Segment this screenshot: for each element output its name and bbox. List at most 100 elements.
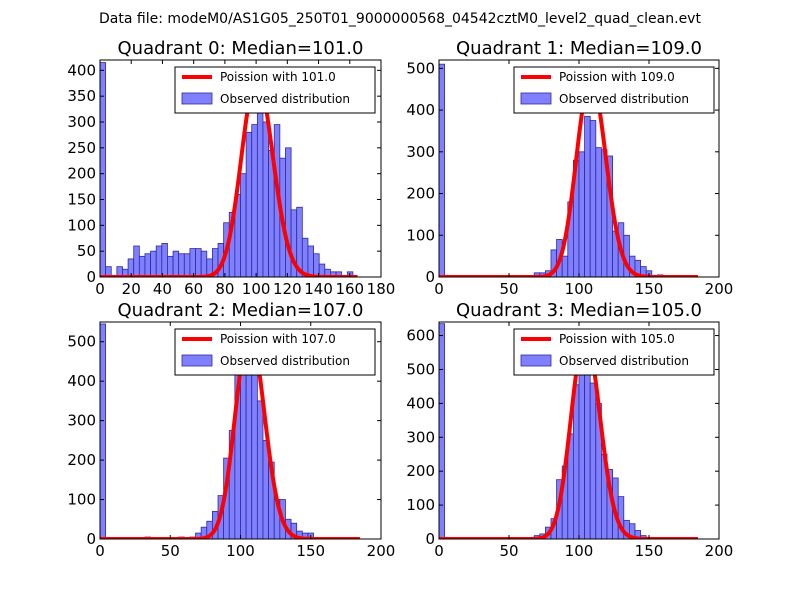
subplot-title: Quadrant 3: Median=105.0: [456, 300, 702, 321]
legend-bar-swatch: [520, 354, 552, 367]
x-tick-label: 100: [226, 542, 255, 560]
histogram-bars: [100, 323, 314, 539]
y-tick-label: 300: [406, 428, 435, 446]
y-tick-label: 0: [86, 530, 96, 548]
histogram-bar: [251, 368, 258, 539]
histogram-bar: [589, 382, 597, 539]
x-tick-label: 200: [705, 280, 734, 298]
x-tick-label: 120: [273, 280, 302, 298]
x-axis: 0 20 40 60 80 100 120 140 160 180: [95, 60, 395, 298]
y-tick-label: 200: [67, 451, 96, 469]
axes-frame: [99, 59, 382, 278]
histogram-bar: [595, 147, 602, 277]
x-tick-label: 150: [635, 542, 664, 560]
y-tick-label: 600: [406, 327, 435, 345]
legend: Poission with 101.0 Observed distribution: [174, 66, 376, 114]
subplot-quadrant-0: Quadrant 0: Median=101.00 20 40 60 80 100 120 1…: [67, 38, 395, 298]
y-tick-label: 400: [406, 394, 435, 412]
histogram-bar: [189, 248, 196, 277]
legend-label-observed: Observed distribution: [559, 92, 689, 106]
y-tick-label: 500: [67, 333, 96, 351]
subplot-title: Quadrant 1: Median=109.0: [456, 38, 702, 59]
subplot-quadrant-1: Quadrant 1: Median=109.0 0 50 100 150 200 0 100…: [406, 38, 733, 298]
histogram-bars: [100, 62, 354, 277]
histogram-bar: [262, 121, 270, 277]
x-tick-label: 200: [367, 542, 396, 560]
histogram-bar: [138, 255, 146, 277]
x-tick-label: 100: [242, 280, 271, 298]
legend-label-poisson: Poission with 101.0: [220, 70, 336, 84]
legend-bar-swatch: [181, 354, 213, 367]
subplot-quadrant-3: Quadrant 3: Median=105.0 0 50 100 150 200 0 100…: [406, 300, 733, 560]
histogram-bar: [195, 248, 202, 277]
histogram-bar: [561, 255, 569, 277]
x-tick-label: 100: [565, 280, 594, 298]
x-tick-label: 100: [565, 542, 594, 560]
histogram-bar: [167, 255, 174, 277]
y-tick-label: 100: [406, 226, 435, 244]
y-tick-label: 100: [67, 216, 96, 234]
y-tick-label: 300: [67, 113, 96, 131]
histogram-bar: [133, 245, 140, 277]
histogram-bar: [256, 400, 264, 539]
x-tick-label: 60: [184, 280, 203, 298]
legend-label-observed: Observed distribution: [220, 354, 350, 368]
histogram-bar: [584, 350, 591, 539]
figure-suptitle: Data file: modeM0/AS1G05_250T01_90000005…: [99, 11, 701, 27]
x-tick-label: 140: [304, 280, 333, 298]
histogram-bar: [634, 530, 641, 539]
histogram-bar: [240, 173, 247, 277]
subplot-quadrant-2: Quadrant 2: Median=107.0 0 50 100 150 200 0 100…: [67, 300, 395, 560]
x-tick-label: 40: [153, 280, 172, 298]
x-tick-label: 80: [215, 280, 234, 298]
y-tick-label: 0: [86, 268, 96, 286]
histogram-bar: [573, 384, 580, 539]
histogram-bar: [100, 62, 107, 277]
x-tick-label: 50: [161, 542, 180, 560]
x-axis: 0 50 100 150 200: [434, 60, 733, 298]
x-tick-label: 0: [434, 542, 444, 560]
y-tick-label: 200: [67, 165, 96, 183]
legend-label-observed: Observed distribution: [559, 354, 689, 368]
histogram-bar: [240, 353, 247, 539]
histogram-bar: [578, 151, 585, 277]
y-tick-label: 200: [406, 462, 435, 480]
histogram-bar: [161, 243, 168, 277]
subplot-grid: Quadrant 0: Median=101.00 20 40 60 80 100 120 1…: [67, 38, 733, 560]
y-axis: 0 100 200 300 400 500: [406, 59, 719, 286]
y-tick-label: 0: [425, 530, 435, 548]
x-tick-label: 50: [499, 280, 518, 298]
histogram-bar: [307, 245, 314, 277]
y-tick-label: 400: [67, 61, 96, 79]
histogram-bar: [144, 253, 151, 277]
y-tick-label: 100: [67, 491, 96, 509]
x-tick-label: 180: [367, 280, 396, 298]
legend: Poission with 109.0 Observed distribution: [513, 66, 715, 114]
histogram-bar: [245, 131, 253, 277]
legend-label-poisson: Poission with 109.0: [559, 70, 675, 84]
histogram-bar: [584, 115, 591, 277]
y-tick-label: 300: [67, 412, 96, 430]
y-tick-label: 350: [67, 87, 96, 105]
legend-box: [513, 66, 715, 114]
x-axis: 0 50 100 150 200: [434, 322, 733, 560]
y-tick-label: 150: [67, 191, 96, 209]
y-tick-label: 50: [77, 242, 96, 260]
x-tick-label: 150: [296, 542, 325, 560]
histogram-bar: [200, 250, 208, 277]
histogram-bar: [439, 323, 445, 539]
y-tick-label: 200: [406, 185, 435, 203]
y-axis: 0 100 200 300 400 500: [67, 333, 381, 548]
histogram-bar: [589, 120, 597, 277]
histogram-bar: [155, 245, 163, 277]
y-tick-label: 0: [425, 268, 435, 286]
x-tick-label: 200: [705, 542, 734, 560]
x-tick-label: 50: [499, 542, 518, 560]
legend-bar-swatch: [520, 92, 552, 105]
histogram-bar: [178, 253, 185, 277]
histogram-bar: [251, 124, 258, 277]
x-axis: 0 50 100 150 200: [95, 322, 395, 560]
histogram-bar: [439, 63, 445, 277]
histogram-bar: [172, 250, 180, 277]
